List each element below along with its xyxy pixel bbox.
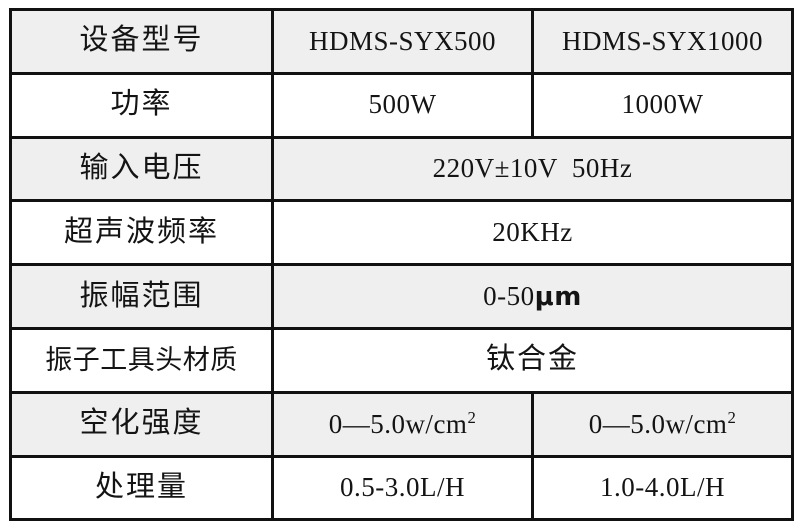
row-label-amplitude-range: 振幅范围 — [9, 263, 274, 330]
amplitude-range-value: 0-50μm — [271, 263, 794, 330]
input-voltage-main: 220V±10V — [432, 153, 558, 184]
specifications-table: 设备型号 HDMS-SYX500 HDMS-SYX1000 功率 500W 10… — [9, 8, 794, 522]
table-body: 设备型号 HDMS-SYX500 HDMS-SYX1000 功率 500W 10… — [9, 8, 794, 522]
row-label-input-voltage: 输入电压 — [9, 135, 274, 203]
power-value-500: 500W — [271, 71, 534, 139]
table-row-cavitation-intensity: 空化强度 0—5.0w/cm2 0—5.0w/cm2 — [9, 390, 794, 458]
table-row-amplitude-range: 振幅范围 0-50μm — [9, 263, 794, 330]
table-row-power: 功率 500W 1000W — [9, 71, 794, 139]
table-row-input-voltage: 输入电压 220V±10V 50Hz — [9, 135, 794, 203]
cavitation-500-base: 0—5.0w/cm — [328, 408, 468, 439]
model-value-500: HDMS-SYX500 — [271, 8, 534, 75]
row-label-throughput: 处理量 — [9, 454, 274, 522]
cavitation-1000-exponent: 2 — [727, 407, 737, 427]
power-value-1000: 1000W — [531, 71, 794, 139]
throughput-value-1000: 1.0-4.0L/H — [531, 454, 794, 522]
table-row-model: 设备型号 HDMS-SYX500 HDMS-SYX1000 — [9, 8, 794, 75]
ultrasonic-frequency-value: 20KHz — [271, 199, 794, 267]
cavitation-intensity-value-1000: 0—5.0w/cm2 — [531, 390, 794, 458]
cavitation-500-exponent: 2 — [467, 407, 477, 427]
tool-head-material-value: 钛合金 — [271, 326, 794, 394]
throughput-value-500: 0.5-3.0L/H — [271, 454, 534, 522]
input-voltage-frequency: 50Hz — [571, 153, 633, 184]
cavitation-1000-base: 0—5.0w/cm — [588, 408, 728, 439]
row-label-cavitation-intensity: 空化强度 — [9, 390, 274, 458]
amplitude-range-number: 0-50 — [483, 280, 535, 311]
table-row-throughput: 处理量 0.5-3.0L/H 1.0-4.0L/H — [9, 454, 794, 522]
row-label-tool-head-material: 振子工具头材质 — [9, 326, 274, 394]
row-label-model: 设备型号 — [9, 8, 274, 75]
cavitation-intensity-value-500: 0—5.0w/cm2 — [271, 390, 534, 458]
amplitude-range-unit: μm — [534, 281, 582, 312]
input-voltage-value: 220V±10V 50Hz — [271, 135, 794, 203]
table-row-tool-head-material: 振子工具头材质 钛合金 — [9, 326, 794, 394]
row-label-ultrasonic-frequency: 超声波频率 — [9, 199, 274, 267]
row-label-power: 功率 — [9, 71, 274, 139]
table-row-ultrasonic-frequency: 超声波频率 20KHz — [9, 199, 794, 267]
model-value-1000: HDMS-SYX1000 — [531, 8, 794, 75]
